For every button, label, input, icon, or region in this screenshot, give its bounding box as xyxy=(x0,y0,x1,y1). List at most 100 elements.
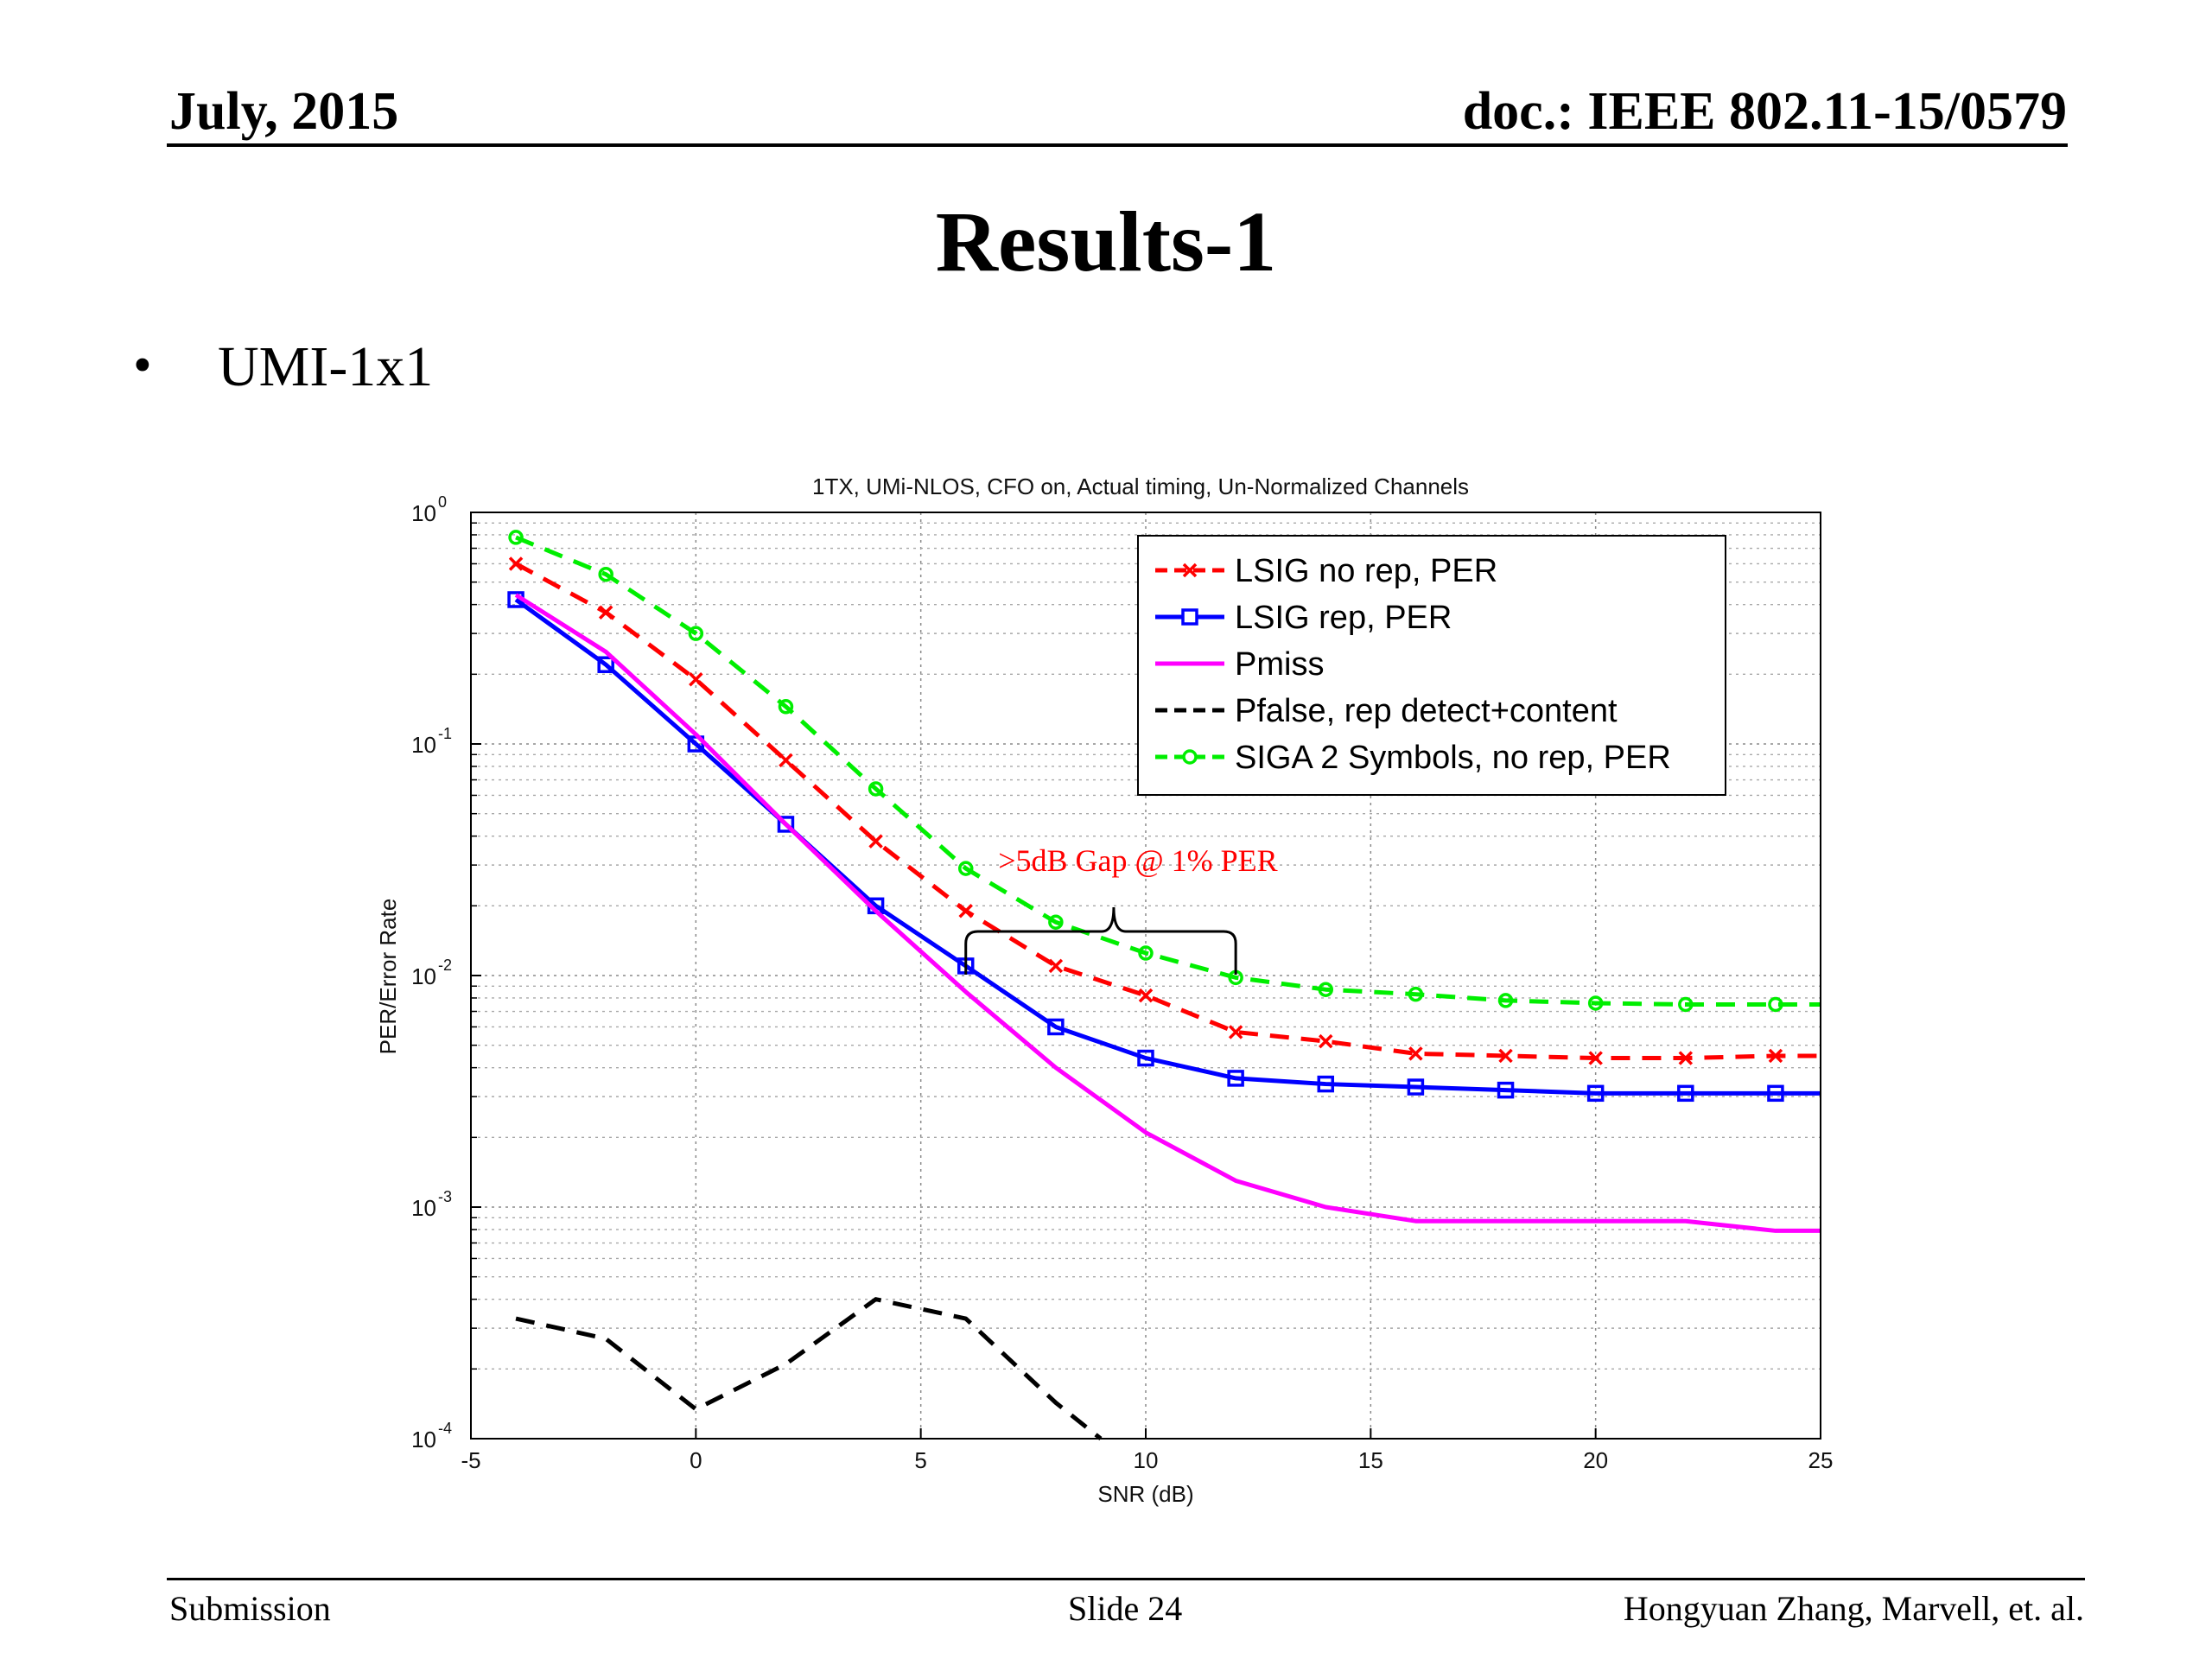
gap-annotation: >5dB Gap @ 1% PER xyxy=(964,843,1278,975)
x-tick-label: 25 xyxy=(1808,1447,1834,1473)
data-point xyxy=(1138,945,1154,961)
footer-rule xyxy=(167,1578,2085,1580)
data-point xyxy=(1588,1051,1603,1065)
y-tick-exponent: 0 xyxy=(438,493,447,511)
y-axis-label: PER/Error Rate xyxy=(375,899,401,1055)
y-tick-exponent: -4 xyxy=(438,1420,452,1437)
legend-entry: LSIG rep, PER xyxy=(1155,600,1452,636)
data-point xyxy=(868,781,884,797)
y-tick-exponent: -1 xyxy=(438,725,452,742)
x-tick-label: 10 xyxy=(1134,1447,1159,1473)
series-layer xyxy=(507,530,1821,1440)
chart-title: 1TX, UMi-NLOS, CFO on, Actual timing, Un… xyxy=(812,474,1469,499)
data-point xyxy=(1317,1075,1335,1093)
y-tick-exponent: -2 xyxy=(438,957,452,974)
data-point xyxy=(1678,1051,1694,1065)
data-point xyxy=(508,530,524,545)
y-tick-label: 10 xyxy=(411,963,436,989)
legend-marker xyxy=(1181,608,1198,626)
legend-box xyxy=(1137,535,1726,796)
data-point xyxy=(778,699,794,715)
data-point xyxy=(1228,1025,1243,1039)
data-point xyxy=(1498,1048,1513,1064)
legend-label: LSIG rep, PER xyxy=(1235,600,1452,636)
data-point xyxy=(1768,1048,1783,1064)
x-tick-label: -5 xyxy=(461,1447,480,1473)
data-point xyxy=(1047,1018,1065,1036)
data-point xyxy=(1678,996,1694,1013)
data-point xyxy=(508,556,524,571)
data-point xyxy=(1408,1046,1423,1061)
header-rule xyxy=(167,143,2068,147)
legend-entry: Pfalse, rep detect+content xyxy=(1155,693,1618,729)
series-line xyxy=(514,562,1821,1061)
data-point xyxy=(1048,914,1064,930)
data-point xyxy=(1138,988,1154,1003)
y-tick-label: 10 xyxy=(411,732,436,758)
data-point xyxy=(688,626,704,641)
header-date: July, 2015 xyxy=(169,82,399,141)
data-point xyxy=(1408,986,1424,1002)
data-point xyxy=(1586,1084,1605,1103)
data-point xyxy=(1048,958,1064,974)
data-point xyxy=(1497,993,1514,1008)
legend-entry: LSIG no rep, PER xyxy=(1155,553,1497,589)
legend-marker xyxy=(1182,563,1198,578)
legend-label: Pmiss xyxy=(1235,646,1324,683)
series-1 xyxy=(508,556,1821,1065)
data-point xyxy=(1767,1084,1784,1103)
data-point xyxy=(777,816,795,833)
legend: LSIG no rep, PER LSIG rep, PER Pmiss Pfalse… xyxy=(1137,535,1726,796)
data-point xyxy=(598,566,613,582)
series-4 xyxy=(515,1297,1103,1440)
legend-label: Pfalse, rep detect+content xyxy=(1235,693,1618,729)
data-point xyxy=(1137,1049,1154,1067)
data-point xyxy=(957,861,974,876)
data-point xyxy=(1407,1078,1425,1096)
data-point xyxy=(868,834,883,849)
series-line xyxy=(514,597,1821,1096)
data-point xyxy=(1318,982,1334,997)
header-doc-id: doc.: IEEE 802.11-15/0579 xyxy=(1462,82,2067,141)
data-point xyxy=(689,672,703,687)
x-tick-label: 20 xyxy=(1583,1447,1608,1473)
legend-entry: Pmiss xyxy=(1155,646,1324,683)
legend-label: SIGA 2 Symbols, no rep, PER xyxy=(1235,740,1671,776)
data-point xyxy=(1768,996,1783,1013)
series-line xyxy=(515,1297,1103,1440)
footer-submission: Submission xyxy=(169,1589,331,1628)
legend-entry: SIGA 2 Symbols, no rep, PER xyxy=(1155,740,1671,776)
data-point xyxy=(1319,1033,1333,1049)
bullet-text: UMI-1x1 xyxy=(218,335,434,398)
x-tick-label: 5 xyxy=(914,1447,926,1473)
series-2 xyxy=(507,591,1821,1103)
series-5 xyxy=(508,530,1821,1013)
y-tick-label: 10 xyxy=(411,1195,436,1221)
data-point xyxy=(1677,1084,1694,1103)
legend-label: LSIG no rep, PER xyxy=(1235,553,1497,589)
y-tick-exponent: -3 xyxy=(438,1188,452,1205)
y-tick-label: 10 xyxy=(411,1427,436,1452)
x-tick-label: 15 xyxy=(1358,1447,1383,1473)
series-3 xyxy=(514,593,1821,1233)
data-point xyxy=(1587,995,1604,1011)
series-line xyxy=(515,535,1821,1007)
bullet-dot: • xyxy=(133,336,152,395)
data-point xyxy=(779,753,793,768)
x-tick-label: 0 xyxy=(690,1447,702,1473)
slide-title: Results-1 xyxy=(935,194,1277,289)
y-tick-label: 10 xyxy=(411,500,436,526)
series-line xyxy=(514,593,1821,1233)
gap-annotation-text: >5dB Gap @ 1% PER xyxy=(998,843,1277,878)
footer-author: Hongyuan Zhang, Marvell, et. al. xyxy=(1623,1589,2084,1628)
data-point xyxy=(958,904,973,918)
legend-marker xyxy=(1182,749,1198,765)
data-point xyxy=(598,605,613,620)
footer-slide-number: Slide 24 xyxy=(1068,1589,1183,1628)
data-point xyxy=(1497,1081,1515,1099)
data-point xyxy=(1227,1070,1244,1087)
data-point xyxy=(597,656,614,673)
x-axis-label: SNR (dB) xyxy=(1097,1481,1193,1507)
